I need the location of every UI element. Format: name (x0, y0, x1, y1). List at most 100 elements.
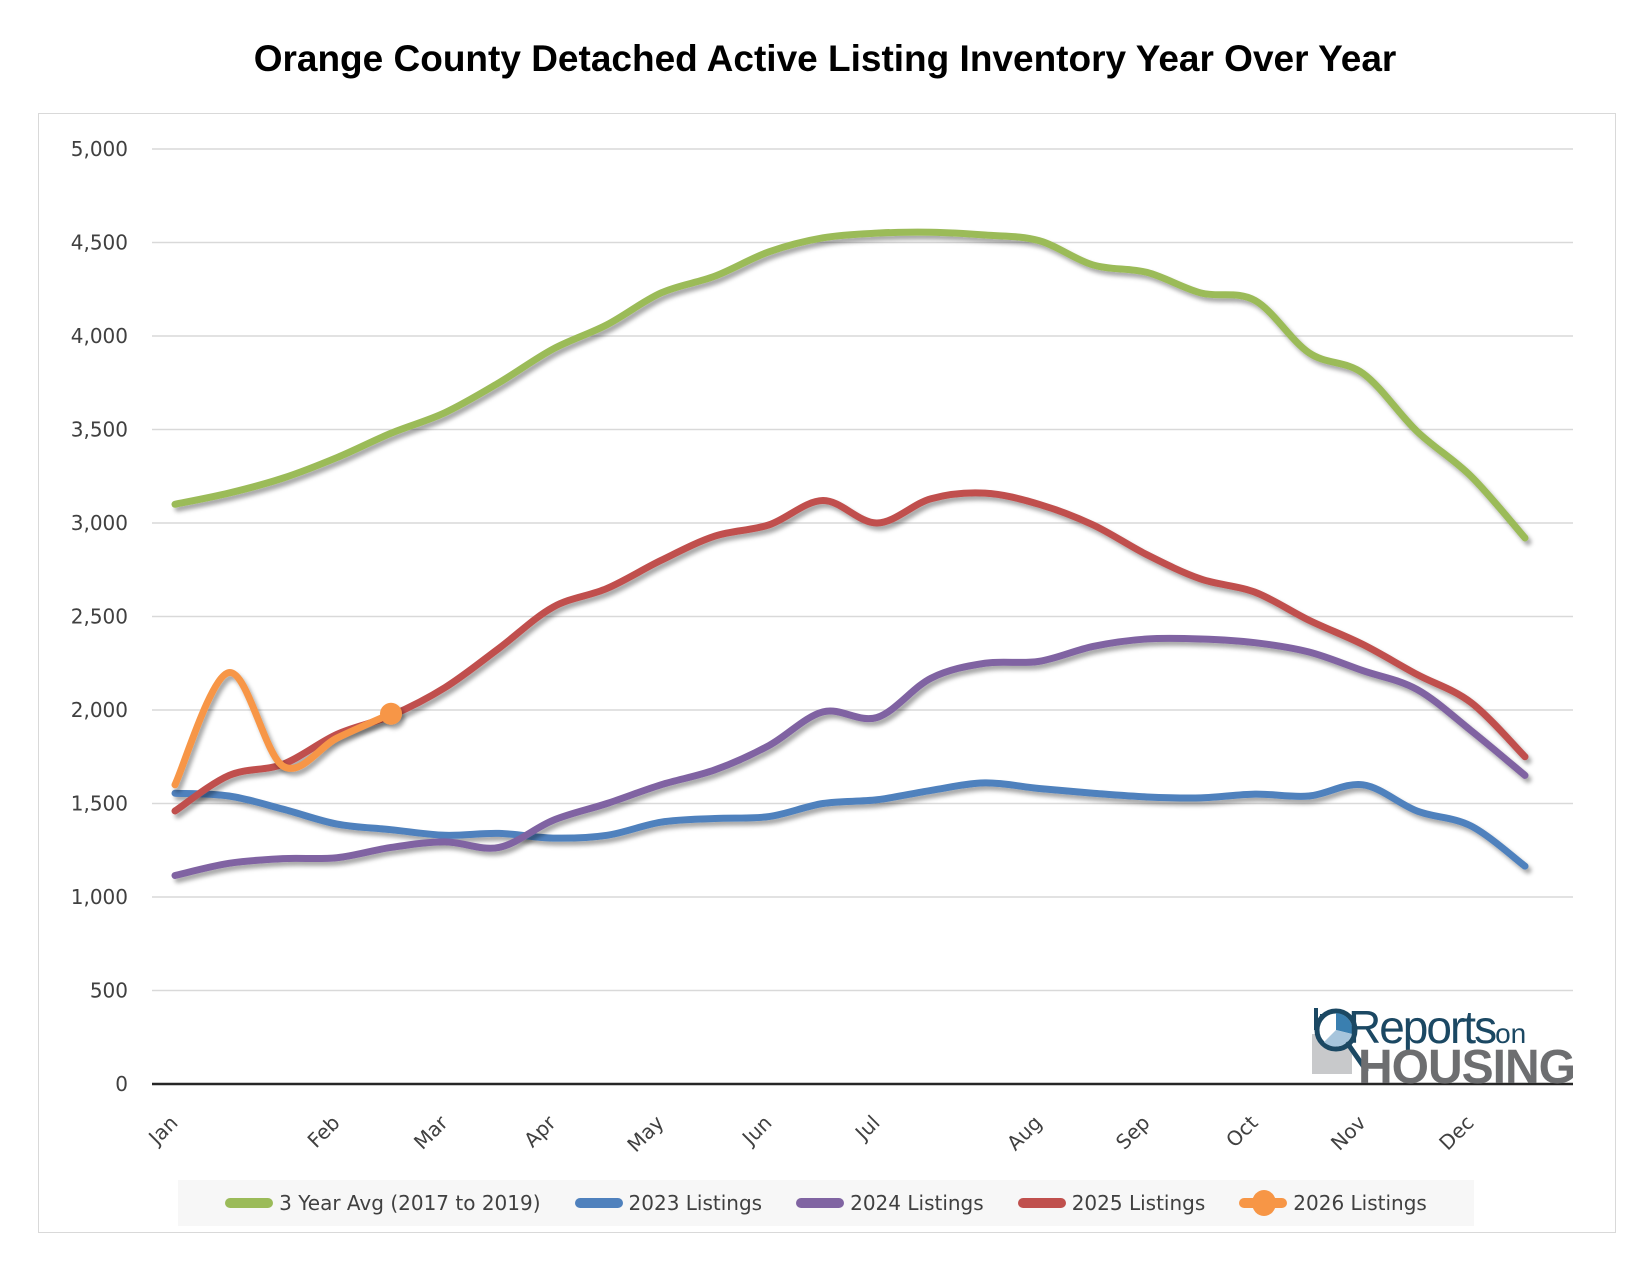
legend-label: 3 Year Avg (2017 to 2019) (279, 1191, 541, 1215)
data-point (1252, 297, 1259, 304)
legend-label: 2025 Listings (1071, 1191, 1206, 1215)
gridlines (152, 148, 1573, 992)
y-tick-label: 2,000 (71, 698, 128, 722)
x-tick-label: Apr (519, 1110, 561, 1152)
legend-swatch-2025 (1017, 1198, 1066, 1208)
data-point (1468, 822, 1475, 829)
data-point (874, 796, 881, 803)
series-2025 (171, 489, 1529, 815)
series-3yr-avg (171, 228, 1529, 542)
data-point (496, 645, 503, 652)
data-point (388, 430, 395, 437)
legend-label: 2026 Listings (1293, 1191, 1427, 1215)
data-point (712, 273, 719, 280)
y-tick-label: 4,000 (71, 324, 128, 348)
data-point (820, 708, 827, 715)
reports-on-housing-logo: Reportson HOUSING (1310, 1000, 1576, 1094)
y-tick-label: 2,500 (71, 605, 128, 629)
data-point (1522, 772, 1529, 779)
data-point (226, 772, 233, 779)
data-point (874, 230, 881, 237)
data-point (388, 844, 395, 851)
data-point (1198, 289, 1205, 296)
magnifier-chart-icon (1312, 1008, 1369, 1074)
chart-title: Orange County Detached Active Listing In… (253, 38, 1397, 79)
y-tick-label: 4,500 (71, 231, 128, 255)
x-tick-label: May (622, 1110, 668, 1156)
data-point (1036, 237, 1043, 244)
data-point (1144, 269, 1151, 276)
data-point (712, 815, 719, 822)
data-point (658, 819, 665, 826)
data-point (766, 248, 773, 255)
data-point (1306, 793, 1313, 800)
data-point (1252, 589, 1259, 596)
x-tick-label: Jan (142, 1111, 182, 1151)
y-tick-label: 3,000 (71, 511, 128, 535)
data-point (496, 379, 503, 386)
data-point (1306, 349, 1313, 356)
data-point (280, 763, 287, 770)
legend-label: 2024 Listings (850, 1191, 984, 1215)
legend-swatch-2023 (574, 1198, 623, 1208)
y-tick-label: 5,000 (71, 137, 128, 161)
data-point (820, 800, 827, 807)
data-point (442, 832, 449, 839)
data-point (226, 490, 233, 497)
series-2026 (171, 669, 402, 789)
data-point (334, 735, 341, 742)
data-point (982, 779, 989, 786)
y-tick-label: 1,500 (71, 792, 128, 816)
legend-item: 2026 Listings (1239, 1190, 1427, 1216)
data-point (1090, 790, 1097, 797)
logo-text-reports: Reportson (1348, 1000, 1526, 1054)
series-line (171, 669, 395, 789)
data-point (172, 872, 179, 879)
data-point (1468, 699, 1475, 706)
y-tick-label: 1,000 (71, 885, 128, 909)
legend-item: 3 Year Avg (2017 to 2019) (225, 1191, 541, 1215)
data-point (820, 234, 827, 241)
data-point (1360, 641, 1367, 648)
data-point (496, 844, 503, 851)
data-point (712, 766, 719, 773)
data-point (550, 604, 557, 611)
data-point (442, 409, 449, 416)
data-point (1306, 617, 1313, 624)
data-point (928, 787, 935, 794)
data-point (496, 830, 503, 837)
data-point (982, 232, 989, 239)
data-point (1198, 794, 1205, 801)
logo-text-housing: HOUSING (1358, 1041, 1576, 1094)
x-tick-label: Aug (1002, 1111, 1047, 1156)
data-point (928, 675, 935, 682)
data-point (334, 854, 341, 861)
data-point (442, 684, 449, 691)
data-point (550, 835, 557, 842)
data-point (1252, 791, 1259, 798)
logo-reports-word: Reports (1348, 1001, 1497, 1053)
data-point (1522, 863, 1529, 870)
data-point (172, 807, 179, 814)
series-2024 (171, 634, 1529, 879)
data-point (1468, 727, 1475, 734)
x-tick-label: Jun (736, 1111, 776, 1151)
data-point (766, 521, 773, 528)
y-axis-tick-labels: 0 500 1,000 1,500 2,000 2,500 3,000 3,500 4,000 4… (71, 137, 128, 1096)
series-line (171, 779, 1529, 870)
data-point (658, 557, 665, 564)
data-point (874, 714, 881, 721)
data-point (1090, 643, 1097, 650)
data-point (550, 817, 557, 824)
last-data-point-marker (380, 702, 402, 725)
data-point (928, 495, 935, 502)
legend-item: 2023 Listings (574, 1191, 762, 1215)
data-point (280, 855, 287, 862)
y-tick-label: 0 (115, 1072, 128, 1096)
data-point (334, 454, 341, 461)
data-point (982, 490, 989, 497)
data-point (550, 346, 557, 353)
x-axis-tick-labels: Jan Feb Mar Apr May Jun Jul Aug Sep Oct Nov Dec (142, 1110, 1478, 1157)
data-point (442, 838, 449, 845)
legend-swatch-2026 (1239, 1190, 1288, 1216)
